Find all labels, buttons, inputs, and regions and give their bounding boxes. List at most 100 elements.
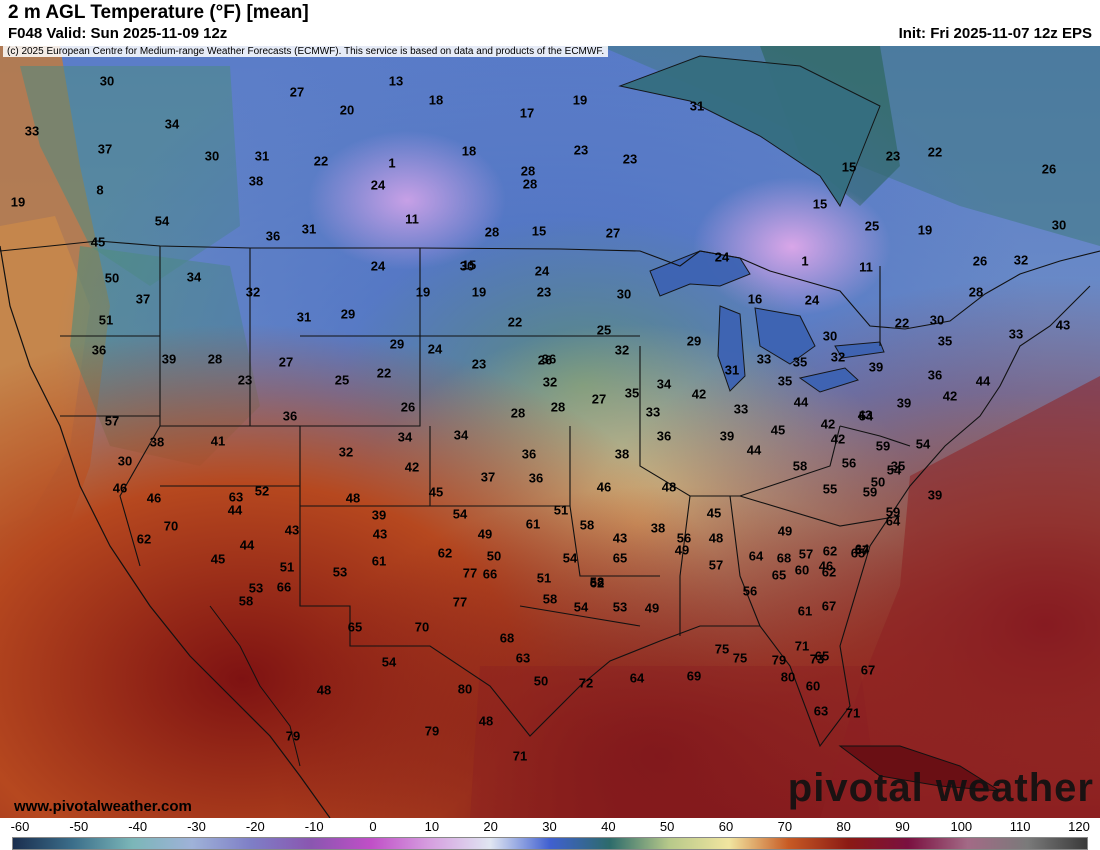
map-header: 2 m AGL Temperature (°F) [mean] F048 Val… (0, 0, 1100, 46)
temperature-label: 19 (917, 222, 933, 238)
temperature-label: 36 (91, 342, 107, 358)
temperature-label: 19 (572, 92, 588, 108)
temperature-label: 62 (821, 564, 837, 580)
temperature-label: 26 (400, 399, 416, 415)
temperature-label: 54 (154, 213, 170, 229)
temperature-label: 49 (674, 542, 690, 558)
temperature-label: 29 (389, 336, 405, 352)
temperature-label: 16 (747, 291, 763, 307)
temperature-label: 45 (770, 422, 786, 438)
temperature-label: 35 (937, 333, 953, 349)
temperature-label: 15 (531, 223, 547, 239)
temperature-label: 36 (282, 408, 298, 424)
colorbar-tick-label: 110 (1009, 819, 1031, 834)
temperature-label: 25 (864, 218, 880, 234)
temperature-label: 37 (480, 469, 496, 485)
temperature-label: 39 (161, 351, 177, 367)
temperature-label: 29 (686, 333, 702, 349)
colorbar-tick-label: 30 (542, 819, 557, 834)
temperature-label: 18 (461, 143, 477, 159)
temperature-label: 30 (459, 258, 475, 274)
colorbar-tick-label: -60 (10, 819, 30, 834)
temperature-field (0, 46, 1100, 818)
temperature-label: 70 (414, 619, 430, 635)
pivotal-weather-logo: pivotal weather (787, 766, 1094, 810)
temperature-label: 49 (644, 600, 660, 616)
temperature-label: 28 (522, 176, 538, 192)
temperature-label: 34 (656, 376, 672, 392)
temperature-label: 26 (537, 352, 553, 368)
temperature-label: 43 (372, 526, 388, 542)
colorbar-tick-label: 80 (836, 819, 851, 834)
temperature-label: 64 (885, 513, 901, 529)
temperature-label: 52 (254, 483, 270, 499)
colorbar-tick-label: 10 (424, 819, 440, 834)
temperature-label: 42 (830, 431, 846, 447)
temperature-label: 26 (1041, 161, 1057, 177)
temperature-label: 19 (415, 284, 431, 300)
temperature-label: 39 (927, 487, 943, 503)
temperature-label: 79 (424, 723, 440, 739)
colorbar-gradient (12, 837, 1088, 850)
temperature-label: 33 (733, 401, 749, 417)
website-credit[interactable]: www.pivotalweather.com (14, 798, 192, 815)
temperature-label: 25 (334, 372, 350, 388)
temperature-label: 46 (146, 490, 162, 506)
temperature-label: 48 (478, 713, 494, 729)
temperature-label: 27 (278, 354, 294, 370)
temperature-label: 43 (857, 407, 873, 423)
colorbar-tick-label: -10 (304, 819, 324, 834)
temperature-label: 57 (708, 557, 724, 573)
temperature-label: 46 (818, 558, 834, 574)
temperature-label: 62 (136, 531, 152, 547)
temperature-label: 23 (237, 372, 253, 388)
temperature-label: 39 (371, 507, 387, 523)
colorbar-tick-label: 120 (1068, 819, 1090, 834)
temperature-label: 49 (777, 523, 793, 539)
temperature-label: 38 (149, 434, 165, 450)
temperature-label: 44 (227, 502, 243, 518)
temperature-label: 43 (1055, 317, 1071, 333)
temperature-label: 56 (742, 583, 758, 599)
temperature-label: 42 (691, 386, 707, 402)
temperature-label: 33 (756, 351, 772, 367)
temperature-label: 36 (528, 470, 544, 486)
temperature-label: 33 (24, 123, 40, 139)
temperature-label: 63 (813, 703, 829, 719)
temperature-label: 48 (316, 682, 332, 698)
temperature-label: 32 (245, 284, 261, 300)
temperature-label: 71 (845, 705, 861, 721)
temperature-label: 54 (915, 436, 931, 452)
temperature-label: 34 (453, 427, 469, 443)
temperature-label: 67 (854, 542, 870, 558)
temperature-label: 60 (794, 562, 810, 578)
temperature-label: 57 (104, 413, 120, 429)
temperature-label: 50 (104, 270, 120, 286)
temperature-label: 44 (975, 373, 991, 389)
temperature-label: 50 (533, 673, 549, 689)
temperature-label: 31 (254, 148, 270, 164)
temperature-label: 62 (437, 545, 453, 561)
temperature-label: 54 (886, 462, 902, 478)
temperature-label: 31 (689, 98, 705, 114)
temperature-label: 36 (541, 351, 557, 367)
temperature-label: 58 (579, 517, 595, 533)
temperature-label: 23 (573, 142, 589, 158)
temperature-map[interactable]: (c) 2025 European Centre for Medium-rang… (0, 46, 1100, 818)
colorbar-tick-label: 0 (369, 819, 377, 834)
temperature-label: 32 (338, 444, 354, 460)
temperature-label: 30 (1051, 217, 1067, 233)
temperature-label: 35 (777, 373, 793, 389)
temperature-label: 55 (822, 481, 838, 497)
temperature-label: 28 (207, 351, 223, 367)
temperature-label: 31 (301, 221, 317, 237)
temperature-label: 28 (510, 405, 526, 421)
temperature-label: 30 (204, 148, 220, 164)
temperature-label: 64 (629, 670, 645, 686)
temperature-label: 56 (676, 530, 692, 546)
temperature-label: 51 (536, 570, 552, 586)
temperature-label: 15 (841, 159, 857, 175)
temperature-label: 50 (486, 548, 502, 564)
temperature-label: 29 (340, 306, 356, 322)
temperature-label: 60 (805, 678, 821, 694)
